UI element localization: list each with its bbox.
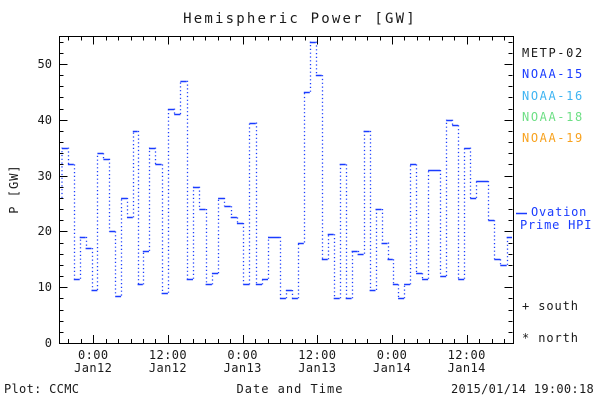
x-tick-label-Jan14-0:00: 0:00 Jan14 bbox=[372, 348, 412, 375]
x-tick-label-Jan13-12:00: 12:00 Jan13 bbox=[298, 348, 337, 375]
legend-item-noaa-18: NOAA-18 bbox=[522, 109, 584, 124]
y-tick-label-40: 40 bbox=[37, 112, 52, 127]
y-axis-label: P [GW] bbox=[7, 164, 21, 214]
hpi-series-connectors bbox=[61, 41, 509, 299]
y-tick-label-20: 20 bbox=[37, 224, 52, 239]
legend-item-metp-02: METP-02 bbox=[522, 46, 584, 60]
legend-item-noaa-19: NOAA-19 bbox=[522, 131, 584, 146]
timestamp-label: 2015/01/14 19:00:18 bbox=[451, 382, 594, 396]
axis-ticks bbox=[59, 36, 513, 344]
ovation-legend-line1: Ovation bbox=[531, 205, 588, 219]
plot-source-label: Plot: CCMC bbox=[4, 382, 80, 396]
x-tick-label-Jan12-0:00: 0:00 Jan12 bbox=[74, 348, 113, 375]
hpi-step-series bbox=[62, 41, 512, 300]
ovation-legend-line2: Prime HPI bbox=[520, 218, 593, 232]
y-tick-label-10: 10 bbox=[37, 280, 52, 295]
legend-item-noaa-16: NOAA-16 bbox=[522, 88, 584, 103]
legend-item-noaa-15: NOAA-15 bbox=[522, 67, 584, 82]
y-tick-label-0: 0 bbox=[44, 336, 52, 350]
plot-frame bbox=[59, 36, 514, 344]
y-tick-label-30: 30 bbox=[37, 168, 52, 183]
x-tick-label-Jan14-12:00: 12:00 Jan14 bbox=[447, 348, 486, 375]
x-tick-label-Jan12-12:00: 12:00 Jan12 bbox=[148, 348, 187, 375]
x-axis-label: Date and Time bbox=[236, 382, 344, 396]
chart-title: Hemispheric Power [GW] bbox=[183, 11, 417, 27]
y-tick-label-50: 50 bbox=[37, 56, 52, 71]
x-tick-label-Jan13-0:00: 0:00 Jan13 bbox=[223, 348, 262, 375]
north-marker-label: * north bbox=[522, 331, 579, 345]
south-marker-label: + south bbox=[522, 299, 579, 313]
